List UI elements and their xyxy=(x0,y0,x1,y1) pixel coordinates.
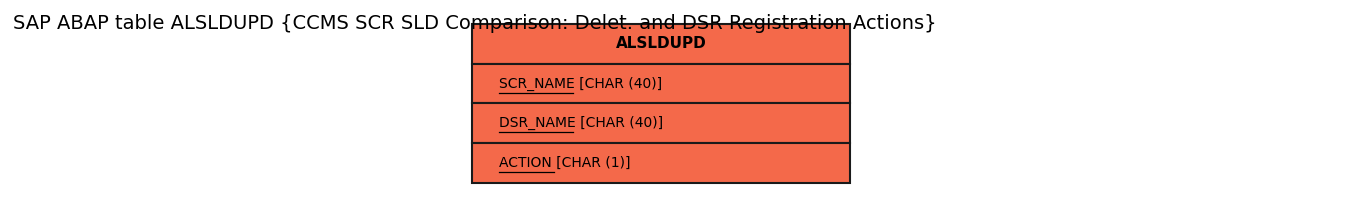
Text: ALSLDUPD: ALSLDUPD xyxy=(615,36,707,51)
Text: SCR_NAME [CHAR (40)]: SCR_NAME [CHAR (40)] xyxy=(499,76,662,91)
Bar xyxy=(472,103,850,143)
Text: DSR_NAME [CHAR (40)]: DSR_NAME [CHAR (40)] xyxy=(499,116,664,131)
Bar xyxy=(472,24,850,64)
Text: ACTION [CHAR (1)]: ACTION [CHAR (1)] xyxy=(499,156,630,170)
Text: SAP ABAP table ALSLDUPD {CCMS SCR SLD Comparison: Delet. and DSR Registration Ac: SAP ABAP table ALSLDUPD {CCMS SCR SLD Co… xyxy=(13,14,938,33)
Bar xyxy=(472,143,850,183)
Bar xyxy=(472,64,850,103)
